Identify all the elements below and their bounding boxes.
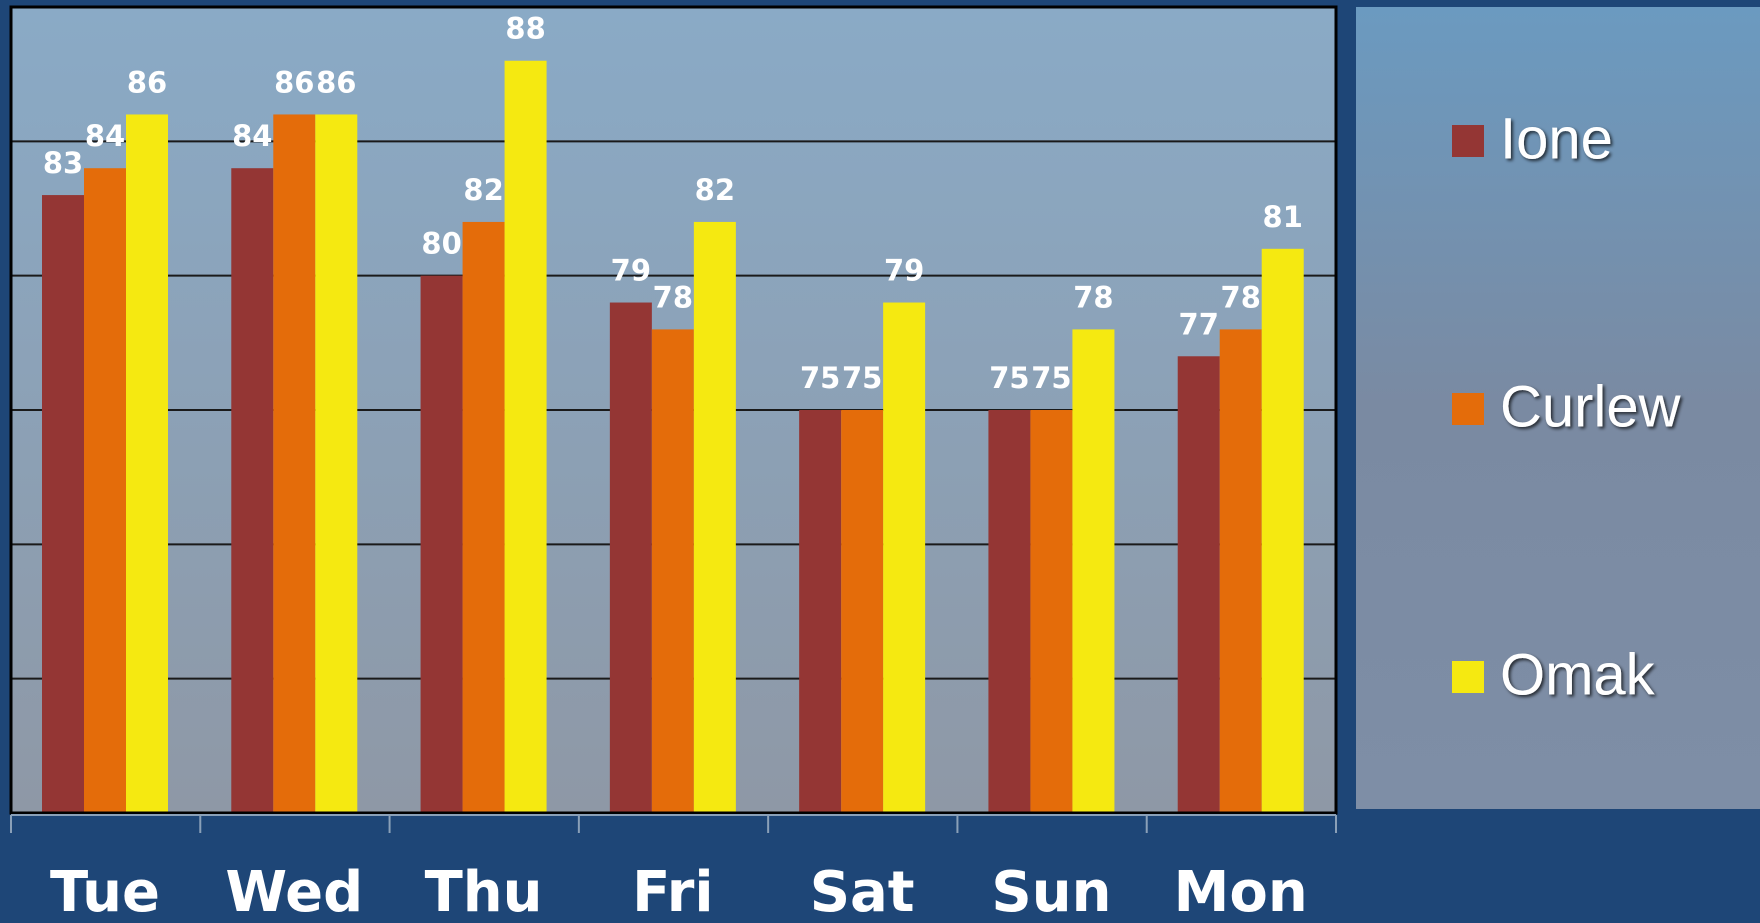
- bar: [609, 302, 652, 813]
- bar: [273, 114, 316, 813]
- data-label: 83: [43, 146, 83, 180]
- bar: [126, 114, 168, 813]
- data-label: 82: [695, 173, 735, 207]
- bar: [504, 60, 547, 813]
- data-label: 86: [274, 65, 314, 99]
- legend-label: Omak: [1500, 642, 1656, 707]
- bar: [84, 168, 126, 813]
- data-label: 86: [127, 65, 167, 99]
- bar: [1177, 356, 1220, 813]
- bar: [315, 114, 358, 813]
- data-label: 75: [989, 361, 1029, 395]
- legend-panel: [1356, 7, 1760, 809]
- data-label: 88: [505, 12, 545, 46]
- bar: [841, 410, 884, 813]
- bar: [988, 410, 1031, 813]
- legend-swatch: [1452, 393, 1484, 425]
- x-tick-label: Fri: [632, 860, 713, 923]
- data-label: 84: [232, 119, 272, 153]
- legend-label: Ione: [1500, 106, 1613, 171]
- x-tick-label: Sun: [991, 860, 1111, 923]
- bar: [883, 302, 926, 813]
- data-label: 80: [421, 227, 461, 261]
- bar: [1261, 248, 1304, 814]
- data-label: 78: [653, 280, 693, 314]
- data-label: 75: [1031, 361, 1071, 395]
- data-label: 84: [85, 119, 125, 153]
- x-tick-label: Mon: [1174, 860, 1308, 923]
- bar: [651, 329, 694, 813]
- plot-border: [9, 5, 1338, 815]
- bar: [231, 168, 274, 813]
- data-label: 77: [1179, 307, 1219, 341]
- bar: [1072, 329, 1115, 813]
- bar: [799, 410, 842, 813]
- data-label: 82: [463, 173, 503, 207]
- x-tick-label: Thu: [425, 860, 543, 923]
- legend-swatch: [1452, 661, 1484, 693]
- bar: [42, 195, 84, 814]
- bar: [1030, 410, 1073, 813]
- legend-label: Curlew: [1500, 374, 1682, 439]
- data-label: 79: [884, 254, 924, 288]
- x-tick-label: Sat: [810, 860, 915, 923]
- data-label: 86: [316, 65, 356, 99]
- bar: [1219, 329, 1262, 813]
- data-label: 75: [842, 361, 882, 395]
- bar: [462, 221, 505, 813]
- bar: [693, 221, 736, 813]
- data-label: 75: [800, 361, 840, 395]
- data-label: 78: [1221, 280, 1261, 314]
- legend-swatch: [1452, 125, 1484, 157]
- bar: [420, 275, 463, 814]
- x-tick-label: Tue: [50, 860, 160, 923]
- data-label: 79: [611, 254, 651, 288]
- x-tick-label: Wed: [225, 860, 363, 923]
- data-label: 81: [1263, 200, 1303, 234]
- data-label: 78: [1073, 280, 1113, 314]
